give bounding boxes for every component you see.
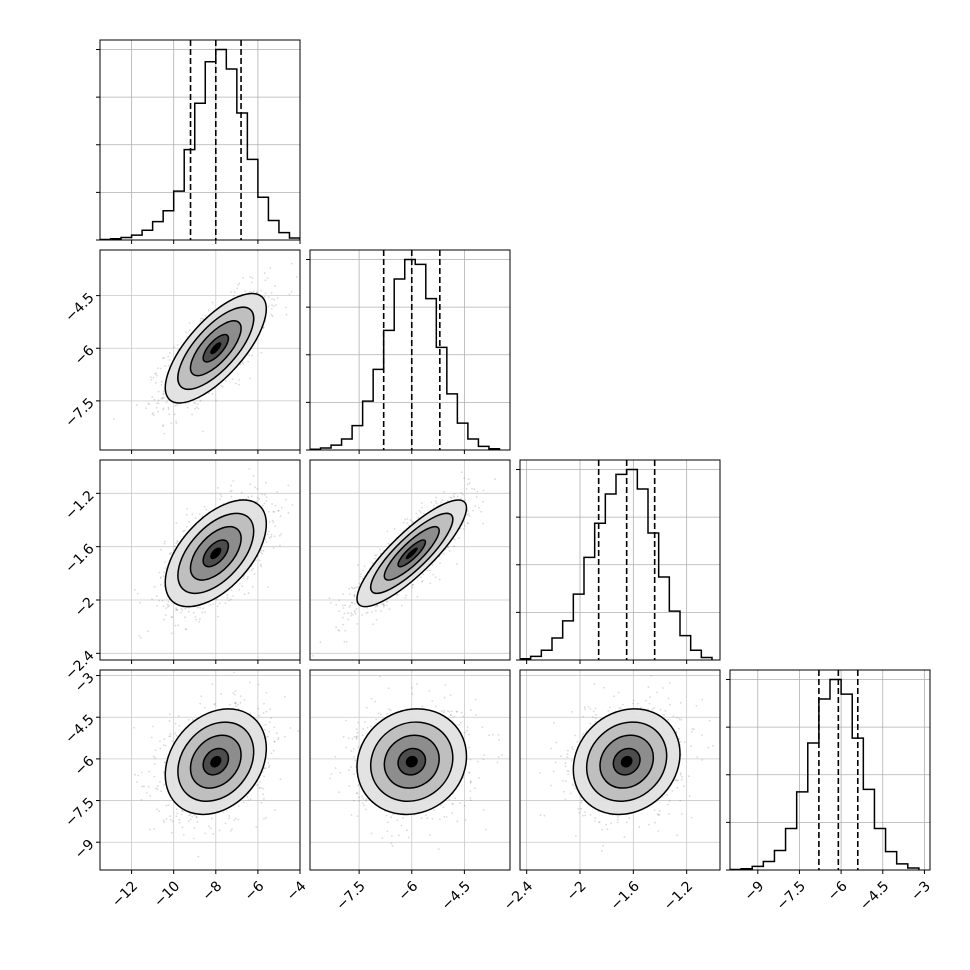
panel-background: [100, 40, 300, 240]
y-tick-label: −9: [72, 837, 98, 863]
panel-background: [730, 670, 930, 870]
x-tick-label: −10: [151, 878, 183, 910]
histogram-step: [100, 48, 300, 240]
panel-border: [309, 669, 511, 871]
joint-plot-area: [100, 250, 300, 450]
panel-border: [99, 669, 301, 871]
contour-line: [189, 320, 242, 377]
contour-line: [585, 721, 668, 803]
joint-plot-area: [520, 670, 720, 870]
marginal-panel-1: [306, 249, 511, 451]
density-peak: [405, 755, 418, 768]
x-tick-label: −7.5: [774, 878, 809, 913]
y-tick-label: −6: [72, 753, 98, 779]
density-peak: [210, 342, 222, 355]
x-tick-label: −6: [825, 878, 851, 904]
contour-line: [202, 333, 230, 363]
density-peak: [620, 755, 633, 768]
panel-border: [519, 459, 721, 661]
contour-line: [164, 499, 268, 608]
x-tick-label: −3: [908, 878, 934, 904]
histogram-step: [730, 678, 920, 870]
x-tick-label: −4.5: [439, 878, 474, 913]
panel-border: [519, 669, 721, 871]
joint-panel-1-2: [309, 459, 511, 661]
panel-border: [99, 39, 301, 241]
contour-line: [202, 539, 230, 568]
x-tick-label: −7.5: [333, 878, 368, 913]
contour-line: [356, 708, 468, 816]
marginal-plot-area: [310, 250, 510, 450]
marginal-panel-0: [96, 39, 301, 241]
contour-line: [189, 525, 242, 581]
contour-line: [177, 721, 255, 802]
y-tick-label: −4.5: [62, 712, 97, 747]
y-tick-label: −1.6: [62, 541, 97, 576]
contour-line: [383, 734, 440, 789]
joint-plot-area: [100, 670, 300, 870]
joint-plot-area: [310, 670, 510, 870]
marginal-panel-2: [516, 459, 721, 661]
y-tick-label: −6: [72, 343, 98, 369]
density-peak: [210, 547, 222, 560]
joint-panel-0-1: [99, 249, 301, 451]
y-tick-label: −2: [72, 594, 98, 620]
y-tick-label: −7.5: [62, 795, 97, 830]
contour-line: [369, 721, 454, 803]
marginal-plot-area: [520, 460, 720, 660]
histogram-step: [310, 258, 501, 450]
contour-line: [383, 525, 440, 581]
contour-line: [202, 747, 230, 776]
panel-border: [309, 459, 511, 661]
contour-line: [177, 512, 255, 595]
joint-plot-area: [100, 460, 300, 660]
contour-line: [612, 747, 641, 776]
contour-line: [397, 539, 427, 568]
marginal-plot-area: [100, 40, 300, 240]
panel-border: [99, 249, 301, 451]
contour-line: [189, 734, 242, 789]
contour-line: [164, 292, 268, 404]
x-tick-label: −4: [284, 878, 310, 904]
joint-plot-area: [310, 460, 510, 660]
y-tick-label: −4.5: [62, 290, 97, 325]
x-tick-label: −12: [109, 878, 141, 910]
joint-panel-1-3: [309, 669, 511, 871]
density-peak: [405, 547, 418, 560]
joint-panel-0-3: [99, 669, 301, 871]
panel-background: [520, 460, 720, 660]
x-tick-label: −8: [199, 878, 225, 904]
x-tick-label: −4.5: [857, 878, 892, 913]
contour-line: [599, 734, 655, 789]
x-tick-label: −1.2: [661, 878, 696, 913]
x-tick-label: −2: [564, 878, 590, 904]
y-tick-label: −1.2: [62, 488, 97, 523]
contour-line: [356, 499, 468, 608]
density-peak: [210, 755, 222, 768]
panel-border: [99, 459, 301, 661]
histogram-step: [520, 468, 713, 660]
joint-panel-2-3: [519, 669, 721, 871]
x-tick-label: −6: [242, 878, 268, 904]
contour-line: [164, 708, 268, 816]
joint-panel-0-2: [99, 459, 301, 661]
marginal-plot-area: [730, 670, 930, 870]
contour-line: [177, 306, 255, 391]
panel-background: [310, 250, 510, 450]
x-tick-label: −1.6: [608, 878, 643, 913]
contour-line: [369, 512, 454, 595]
contour-line: [572, 708, 681, 816]
marginal-panel-3: [726, 669, 931, 871]
contour-line: [397, 747, 427, 776]
panel-border: [309, 249, 511, 451]
x-tick-label: −2.4: [501, 878, 536, 913]
panel-border: [729, 669, 931, 871]
y-tick-label: −7.5: [62, 395, 97, 430]
x-tick-label: −6: [395, 878, 421, 904]
x-tick-label: −9: [741, 878, 767, 904]
